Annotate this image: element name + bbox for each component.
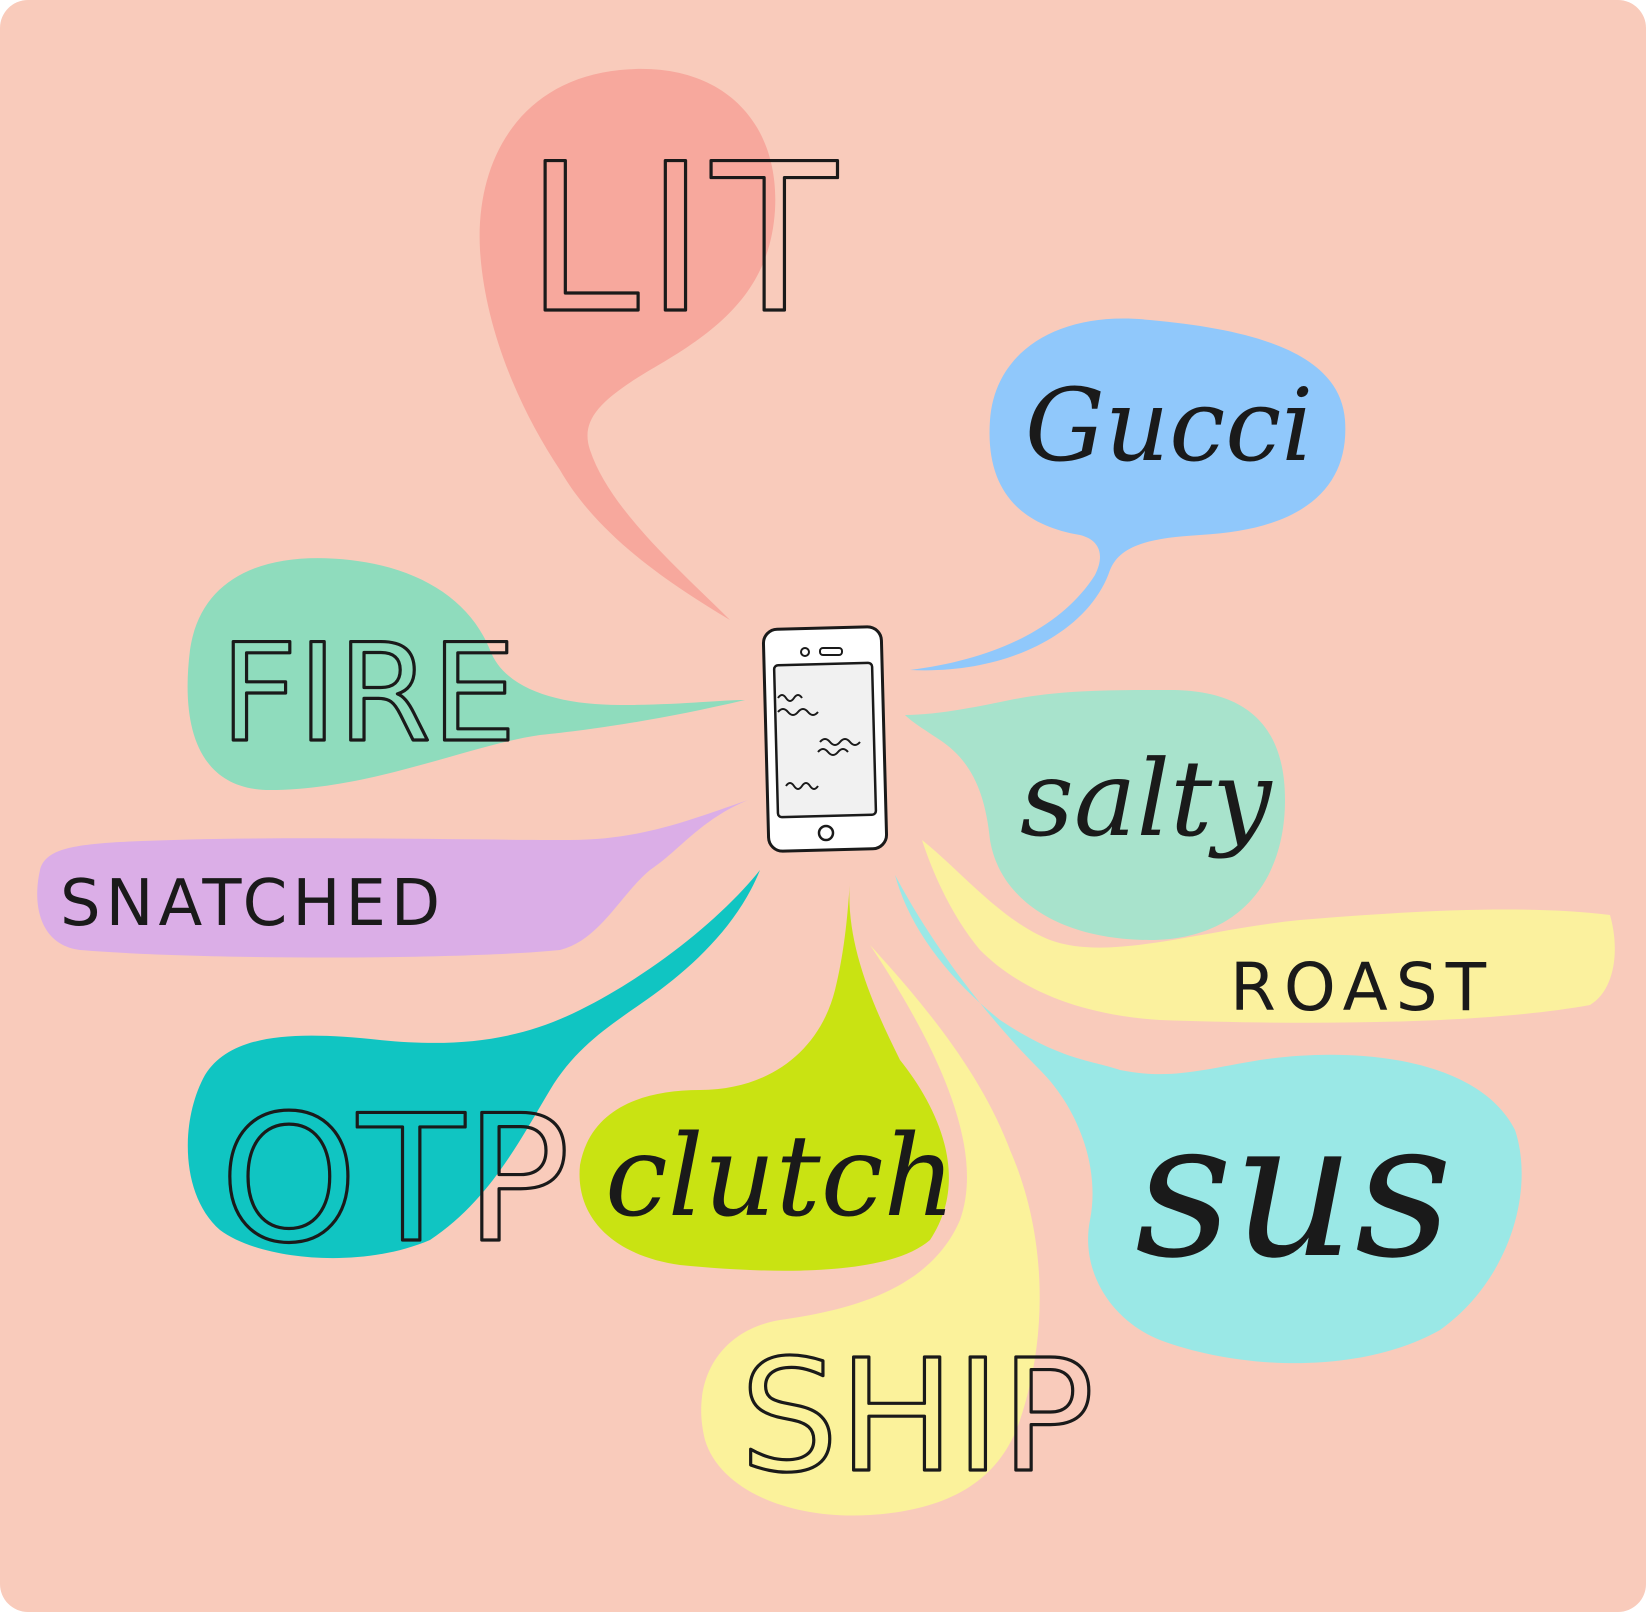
bubble-lit: LIT xyxy=(479,68,843,621)
smartphone-icon xyxy=(761,625,889,853)
bubble-snatched-label: SNATCHED xyxy=(60,867,445,941)
bubble-clutch: clutch xyxy=(579,880,956,1271)
bubble-otp-label: OTP xyxy=(220,1079,570,1282)
bubble-snatched: SNATCHED xyxy=(37,800,749,958)
bubble-lit-label: LIT xyxy=(525,121,843,359)
bubble-roast: ROAST xyxy=(922,840,1615,1026)
bubble-gucci-label: Gucci xyxy=(1025,367,1313,484)
bubble-roast-label: ROAST xyxy=(1230,949,1494,1026)
bubble-otp: OTP xyxy=(187,870,760,1284)
bubble-fire: FIRE xyxy=(187,558,745,790)
bubble-salty: salty xyxy=(905,690,1285,940)
bubble-salty-label: salty xyxy=(1020,738,1273,860)
bubble-sus-label: sus xyxy=(1135,1079,1452,1300)
bubble-ship: SHIP xyxy=(701,945,1096,1516)
bubble-ship-label: SHIP xyxy=(740,1326,1094,1507)
bubble-gucci: Gucci xyxy=(910,318,1346,671)
bubble-clutch-label: clutch xyxy=(605,1112,956,1242)
bubble-sus: sus xyxy=(895,875,1522,1364)
bubble-fire-label: FIRE xyxy=(220,615,517,772)
